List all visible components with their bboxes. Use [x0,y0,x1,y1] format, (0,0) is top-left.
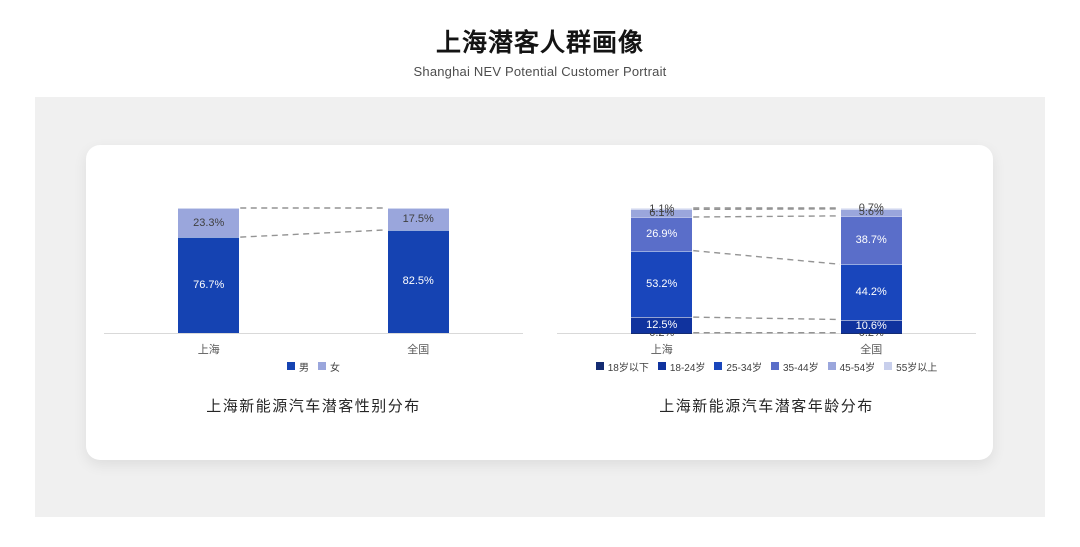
x-axis-label: 上海 [197,344,220,356]
segment-value-label: 23.3% [193,216,225,229]
age-chart-caption: 上海新能源汽车潜客年龄分布 [659,398,874,415]
content-card: 76.7% 23.3% 82.5% 17.5% 上海 全国 男女 上海新能源汽车潜客性别… [86,145,993,460]
legend-swatch-icon [287,362,295,370]
x-axis-label: 全国 [407,344,430,356]
connector-lines-overlay [240,207,387,238]
x-axis-label: 全国 [860,344,883,356]
segment-value-label: 82.5% [402,275,434,288]
legend-label: 男 [299,362,309,374]
gender-chart-legend: 男女 [104,359,523,374]
bar-segment: 12.5% [631,317,693,333]
legend-swatch-icon [318,362,326,370]
legend-swatch-icon [771,362,779,370]
age-chart-legend: 18岁以下 18-24岁 25-34岁 35-44岁 45-54岁 55岁以上 [557,359,976,374]
segment-value-label: 17.5% [402,212,434,225]
legend-item: 18岁以下 [595,359,649,374]
legend-label: 45-54岁 [839,362,876,374]
page-subtitle: Shanghai NEV Potential Customer Portrait [413,64,667,79]
segment-value-label: 5.6% [858,206,884,219]
segment-value-label: 26.9% [646,227,678,240]
segment-value-label: 12.5% [646,318,678,331]
gender-chart-x-axis: 上海 全国 [104,334,523,356]
bar-segment: 53.2% [631,250,693,318]
legend-swatch-icon [595,362,604,370]
connector-line [240,229,387,238]
bar-segment: 44.2% [840,264,902,320]
legend-item: 25-34岁 [714,359,762,374]
gray-panel: 76.7% 23.3% 82.5% 17.5% 上海 全国 男女 上海新能源汽车潜客性别… [35,97,1045,517]
segment-value-label: 10.6% [855,320,887,333]
gender-chart-axis-line [104,333,523,334]
bar-segment: 38.7% [840,215,902,265]
bar-segment: 0.7% [840,202,902,214]
segment-value-label: 44.2% [855,285,887,298]
legend-label: 35-44岁 [783,362,819,374]
segment-value-label: 1.1% [649,202,675,215]
x-axis-label: 上海 [650,344,673,356]
segment-value-label: 38.7% [855,234,887,247]
segment-value-label: 6.1% [649,207,675,220]
gender-chart-caption: 上海新能源汽车潜客性别分布 [206,398,421,415]
legend-item: 45-54岁 [827,359,876,374]
legend-item: 18-24岁 [657,359,706,374]
bar-segment: 6.1% [631,207,693,220]
gender-chart: 76.7% 23.3% 82.5% 17.5% 上海 全国 男女 上海新能源汽车潜客性别… [104,195,523,416]
segment-value-label: 76.7% [193,279,225,292]
page-title: 上海潜客人群画像 [435,29,644,57]
bar-segment: 82.5% [387,229,449,333]
bar-segment: 17.5% [387,208,449,230]
age-chart-axis-line [557,333,976,334]
legend-swatch-icon [714,362,723,370]
page-header: 上海潜客人群画像 Shanghai NEV Potential Customer… [0,0,1080,79]
legend-swatch-icon [884,362,893,370]
age-chart: 0.2% 12.5% 53.2% 26.9% 6.1% 1.1% 0.2% 10.6% 44.2… [557,195,976,416]
connector-lines-overlay [693,207,840,334]
legend-label: 18岁以下 [607,362,649,374]
gender-chart-plot: 76.7% 23.3% 82.5% 17.5% [104,207,523,333]
bar-segment: 1.1% [631,203,693,215]
bar-segment: 23.3% [178,208,240,238]
segment-value-label: 53.2% [646,277,678,290]
bar-segment: 26.9% [631,217,693,251]
connector-line [693,208,840,211]
legend-label: 18-24岁 [669,362,706,374]
legend-label: 女 [330,362,340,374]
legend-label: 55岁以上 [896,362,938,374]
legend-label: 25-34岁 [726,362,762,374]
legend-item: 女 [318,359,340,374]
segment-value-label: 0.7% [858,202,884,215]
legend-item: 55岁以上 [884,359,937,374]
connector-line [693,249,840,265]
bar-segment: 76.7% [178,237,240,333]
age-chart-plot: 0.2% 12.5% 53.2% 26.9% 6.1% 1.1% 0.2% 10.6% 44.2… [557,202,976,339]
legend-swatch-icon [657,362,666,370]
legend-item: 男 [287,359,309,374]
bar-segment: 5.6% [840,206,902,219]
connector-line [693,215,840,218]
age-chart-x-axis: 上海 全国 [557,334,976,356]
legend-swatch-icon [827,362,836,370]
legend-item: 35-44岁 [771,359,819,374]
bar-segment: 10.6% [840,319,902,333]
connector-line [693,316,840,321]
